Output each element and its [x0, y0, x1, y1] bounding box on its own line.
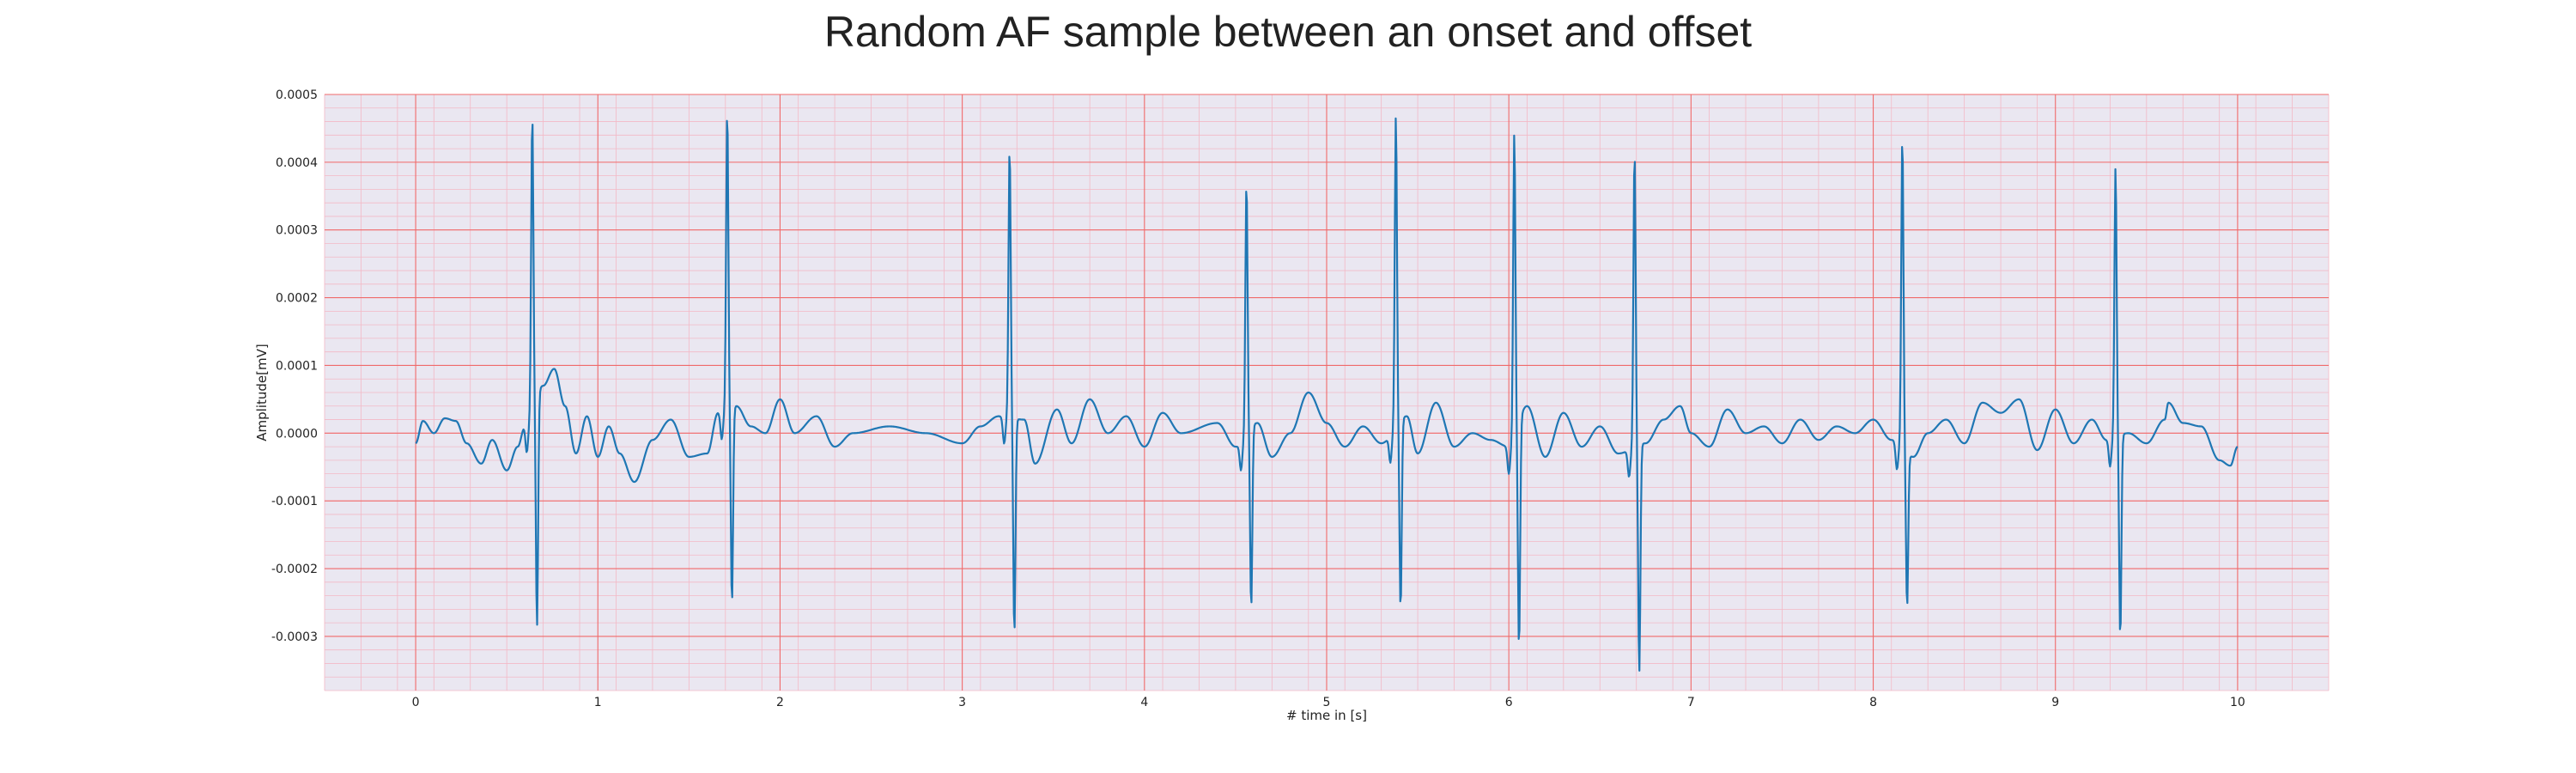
- y-tick-label: 0.0004: [276, 156, 318, 170]
- x-tick-label: 1: [594, 696, 602, 709]
- x-tick-label: 3: [958, 696, 966, 709]
- ecg-series-line: [415, 117, 2239, 672]
- y-tick-label: 0.0005: [276, 88, 318, 102]
- x-tick-label: 0: [412, 696, 420, 709]
- y-tick-labels: 0.0005 0.0004 0.0003 0.0002 0.0001 0.0000 -0.0…: [271, 88, 318, 644]
- x-axis-label: # time in [s]: [1286, 708, 1367, 723]
- x-tick-label: 4: [1140, 696, 1148, 709]
- x-tick-label: 8: [1869, 696, 1877, 709]
- x-tick-label: 6: [1505, 696, 1513, 709]
- x-tick-labels: 0 1 2 3 4 5 6 7 8 9 10: [412, 696, 2245, 709]
- x-tick-label: 2: [776, 696, 784, 709]
- chart-title: Random AF sample between an onset and of…: [823, 8, 1753, 56]
- y-tick-label: -0.0003: [271, 630, 318, 644]
- y-tick-label: 0.0000: [276, 427, 318, 441]
- y-tick-label: 0.0002: [276, 292, 318, 306]
- y-tick-label: -0.0001: [271, 495, 318, 508]
- y-tick-label: 0.0003: [276, 224, 318, 238]
- x-tick-label: 9: [2051, 696, 2059, 709]
- x-tick-label: 7: [1687, 696, 1695, 709]
- y-tick-label: 0.0001: [276, 359, 318, 373]
- x-tick-label: 10: [2230, 696, 2245, 709]
- y-tick-label: -0.0002: [271, 563, 318, 576]
- y-axis-label: Amplitude[mV]: [254, 344, 270, 441]
- x-tick-label: 5: [1323, 696, 1331, 709]
